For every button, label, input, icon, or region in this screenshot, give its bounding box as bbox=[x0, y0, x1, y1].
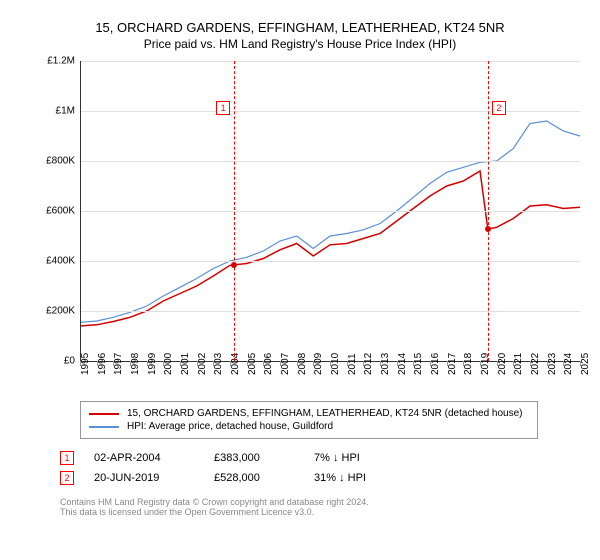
x-axis-label: 2011 bbox=[347, 353, 358, 375]
x-axis-label: 2024 bbox=[563, 353, 574, 375]
legend-label: HPI: Average price, detached house, Guil… bbox=[127, 421, 333, 432]
x-axis-label: 2017 bbox=[447, 353, 458, 375]
marker-line-2 bbox=[488, 61, 489, 361]
chart-area: £0£200K£400K£600K£800K£1M£1.2M1995199619… bbox=[40, 61, 580, 391]
x-axis-label: 1999 bbox=[147, 353, 158, 375]
x-axis-label: 2010 bbox=[330, 353, 341, 375]
x-axis-label: 2025 bbox=[580, 353, 591, 375]
transaction-date: 20-JUN-2019 bbox=[94, 472, 214, 484]
legend: 15, ORCHARD GARDENS, EFFINGHAM, LEATHERH… bbox=[80, 401, 538, 439]
x-axis-label: 2012 bbox=[363, 353, 374, 375]
y-axis-label: £0 bbox=[40, 356, 75, 367]
footer: Contains HM Land Registry data © Crown c… bbox=[60, 497, 580, 517]
x-axis-label: 2019 bbox=[480, 353, 491, 375]
legend-swatch bbox=[89, 413, 119, 415]
legend-row: 15, ORCHARD GARDENS, EFFINGHAM, LEATHERH… bbox=[89, 408, 529, 419]
x-axis-label: 2018 bbox=[463, 353, 474, 375]
x-axis-label: 2006 bbox=[263, 353, 274, 375]
x-axis-label: 2000 bbox=[163, 353, 174, 375]
legend-label: 15, ORCHARD GARDENS, EFFINGHAM, LEATHERH… bbox=[127, 408, 522, 419]
x-axis-label: 2013 bbox=[380, 353, 391, 375]
x-axis-label: 2009 bbox=[313, 353, 324, 375]
transaction-price: £528,000 bbox=[214, 472, 314, 484]
marker-line-1 bbox=[234, 61, 235, 361]
footer-line-1: Contains HM Land Registry data © Crown c… bbox=[60, 497, 580, 507]
x-axis-label: 1998 bbox=[130, 353, 141, 375]
x-axis-label: 2015 bbox=[413, 353, 424, 375]
x-axis-label: 2001 bbox=[180, 353, 191, 375]
y-axis-label: £800K bbox=[40, 156, 75, 167]
y-axis-label: £200K bbox=[40, 306, 75, 317]
y-axis-label: £1M bbox=[40, 106, 75, 117]
transaction-num: 1 bbox=[60, 451, 74, 465]
marker-dot-1 bbox=[231, 262, 237, 268]
x-axis-label: 2005 bbox=[247, 353, 258, 375]
legend-swatch bbox=[89, 426, 119, 428]
x-axis-label: 2007 bbox=[280, 353, 291, 375]
series-hpi bbox=[80, 121, 580, 322]
transaction-table: 1 02-APR-2004£383,0007% ↓ HPI 2 20-JUN-2019… bbox=[60, 451, 580, 485]
transaction-num: 2 bbox=[60, 471, 74, 485]
transaction-pct: 7% ↓ HPI bbox=[314, 452, 434, 464]
x-axis-label: 1996 bbox=[97, 353, 108, 375]
footer-line-2: This data is licensed under the Open Gov… bbox=[60, 507, 580, 517]
chart-title: 15, ORCHARD GARDENS, EFFINGHAM, LEATHERH… bbox=[20, 20, 580, 35]
series-property bbox=[80, 171, 580, 326]
transaction-row: 2 20-JUN-2019£528,00031% ↓ HPI bbox=[60, 471, 580, 485]
y-axis-label: £400K bbox=[40, 256, 75, 267]
transaction-pct: 31% ↓ HPI bbox=[314, 472, 434, 484]
transaction-date: 02-APR-2004 bbox=[94, 452, 214, 464]
y-axis-label: £1.2M bbox=[40, 56, 75, 67]
x-axis-label: 2008 bbox=[297, 353, 308, 375]
x-axis-label: 2004 bbox=[230, 353, 241, 375]
marker-dot-2 bbox=[485, 226, 491, 232]
x-axis-label: 1995 bbox=[80, 353, 91, 375]
y-axis-label: £600K bbox=[40, 206, 75, 217]
marker-box-1: 1 bbox=[216, 101, 230, 115]
x-axis-label: 2023 bbox=[547, 353, 558, 375]
transaction-price: £383,000 bbox=[214, 452, 314, 464]
legend-row: HPI: Average price, detached house, Guil… bbox=[89, 421, 529, 432]
x-axis-label: 2014 bbox=[397, 353, 408, 375]
transaction-row: 1 02-APR-2004£383,0007% ↓ HPI bbox=[60, 451, 580, 465]
x-axis-label: 2022 bbox=[530, 353, 541, 375]
x-axis-label: 2016 bbox=[430, 353, 441, 375]
x-axis-label: 1997 bbox=[113, 353, 124, 375]
x-axis-label: 2020 bbox=[497, 353, 508, 375]
marker-box-2: 2 bbox=[492, 101, 506, 115]
chart-subtitle: Price paid vs. HM Land Registry's House … bbox=[20, 37, 580, 51]
x-axis-label: 2021 bbox=[513, 353, 524, 375]
x-axis-label: 2003 bbox=[213, 353, 224, 375]
x-axis-label: 2002 bbox=[197, 353, 208, 375]
plot: £0£200K£400K£600K£800K£1M£1.2M1995199619… bbox=[80, 61, 580, 361]
